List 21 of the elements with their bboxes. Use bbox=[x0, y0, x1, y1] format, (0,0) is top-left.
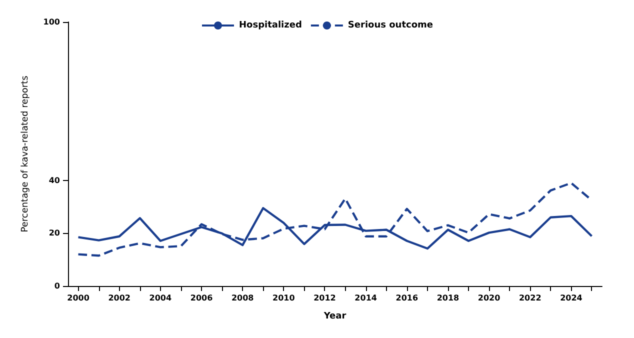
x-tick-label: 2022 bbox=[518, 294, 542, 302]
y-tick-label: 100 bbox=[43, 18, 60, 26]
x-tick-label: 2024 bbox=[560, 294, 583, 302]
y-tick-label: 0 bbox=[54, 282, 60, 290]
y-tick-label: 40 bbox=[48, 176, 60, 185]
x-axis-title: Year bbox=[322, 312, 347, 322]
x-tick-label: 2006 bbox=[190, 294, 214, 302]
legend-label: Serious outcome bbox=[348, 20, 434, 30]
x-tick-label: 2020 bbox=[478, 294, 501, 302]
y-tick-label: 20 bbox=[48, 228, 60, 238]
y-axis-title: Percentage of kava-related reports bbox=[20, 75, 30, 232]
x-tick-label: 2012 bbox=[314, 294, 336, 302]
x-tick-label: 2014 bbox=[354, 294, 378, 302]
x-tick-label: 2002 bbox=[108, 294, 130, 302]
x-tick-label: 2016 bbox=[396, 294, 418, 302]
x-tick-label: 2018 bbox=[436, 294, 460, 302]
x-tick-label: 2010 bbox=[272, 294, 296, 302]
x-tick-label: 2000 bbox=[67, 294, 90, 302]
x-tick-label: 2004 bbox=[149, 294, 172, 302]
x-tick-label: 2008 bbox=[231, 294, 254, 302]
legend-label: Hospitalized bbox=[238, 20, 302, 30]
